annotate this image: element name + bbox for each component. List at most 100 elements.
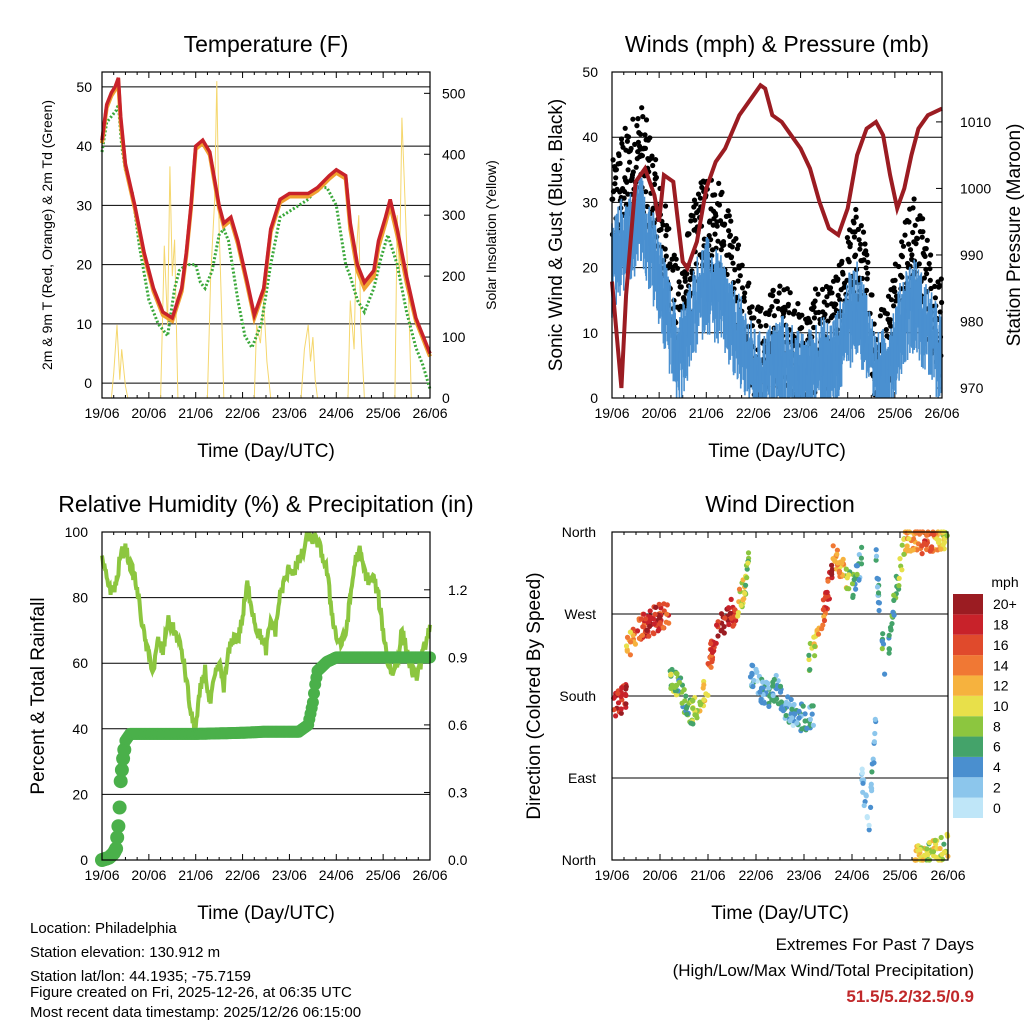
wind_direction-point — [726, 605, 732, 611]
winds-gust-point — [913, 241, 919, 247]
winds-ylabel: Sonic Wind & Gust (Blue, Black) — [546, 99, 567, 371]
temperature-t2m-line — [100, 77, 432, 355]
winds-gust-point — [883, 327, 889, 333]
wind_direction-point — [796, 708, 802, 714]
winds-gust-point — [624, 179, 630, 185]
wind_direction-point — [623, 643, 630, 649]
wind_direction-point — [929, 544, 935, 550]
winds-gust-point — [792, 308, 798, 314]
winds-gust-point — [827, 285, 834, 291]
wind_direction-point — [829, 562, 835, 568]
winds-gust-point — [747, 309, 753, 315]
winds-gust-point — [697, 195, 704, 201]
wind_direction-point — [644, 627, 650, 633]
winds-gust-point — [847, 241, 853, 247]
winds-gust-point — [932, 283, 938, 289]
winds-gust-point — [822, 311, 828, 317]
winds-gust-point — [610, 196, 616, 202]
winds-gust-point — [839, 258, 845, 264]
wind_direction-point — [664, 602, 670, 608]
wind_direction-point — [773, 672, 779, 679]
temperature-xtick-label: 21/06 — [178, 405, 213, 421]
winds-gust-point — [914, 236, 921, 242]
wind_direction-point — [896, 575, 902, 582]
wind_direction-point — [775, 678, 781, 684]
wind_direction-point — [794, 720, 800, 726]
winds-gust-point — [691, 197, 698, 203]
wind_direction-point — [643, 616, 649, 622]
wind_direction-point — [860, 789, 866, 795]
winds-gust-point — [716, 180, 722, 186]
humidity-title: Relative Humidity (%) & Precipitation (i… — [58, 491, 473, 517]
temperature-ytick-right-label: 200 — [442, 268, 466, 284]
wind_direction-point — [872, 716, 878, 723]
wind_direction-point — [770, 683, 776, 689]
winds-gust-point — [721, 242, 727, 248]
winds-gust-point — [663, 233, 669, 239]
winds-gust-point — [735, 278, 741, 284]
wind_direction-point — [934, 536, 940, 542]
winds-gust-point — [799, 325, 805, 331]
winds-gust-point — [811, 324, 817, 331]
wind_direction-point — [864, 815, 870, 821]
winds-gust-point — [758, 305, 764, 312]
winds-gust-point — [919, 234, 925, 240]
winds-gust-point — [863, 287, 870, 293]
winds-gust-point — [613, 167, 620, 173]
wind_direction-point — [891, 612, 897, 618]
winds-xtick-label: 23/06 — [783, 405, 818, 421]
wind_direction-point — [683, 693, 689, 699]
wind_direction-point — [697, 699, 703, 705]
wind_direction-point — [937, 845, 943, 852]
wind_direction-xtick-label: 26/06 — [930, 867, 965, 883]
wind_direction-point — [722, 615, 728, 621]
humidity-xtick-label: 23/06 — [272, 867, 307, 883]
winds-gust-point — [726, 213, 732, 219]
wind_direction-point — [611, 695, 617, 701]
wind_direction-point — [901, 551, 907, 557]
humidity-ytick-right-label: 0.6 — [448, 717, 468, 733]
wind_direction-point — [761, 700, 767, 706]
wind_direction-point — [751, 677, 757, 683]
wind_direction-point — [944, 831, 950, 837]
winds-gust-point — [910, 205, 916, 211]
winds-gust-point — [666, 226, 672, 232]
wind_direction-point — [660, 625, 666, 631]
wind_direction-point — [880, 631, 886, 637]
temperature-ytick-label: 40 — [76, 138, 92, 154]
wind_direction-point — [714, 622, 720, 628]
wind_direction-point — [656, 601, 662, 607]
wind_direction-point — [736, 586, 743, 592]
winds-gust-point — [635, 116, 641, 122]
wind_direction-point — [940, 856, 946, 862]
wind_direction-point — [627, 629, 634, 635]
wind_direction-point — [726, 621, 732, 628]
wind_direction-point — [821, 614, 827, 620]
wind_direction-point — [789, 706, 795, 712]
wind_direction-colorbar-swatch — [953, 634, 983, 656]
winds-gust-point — [846, 259, 852, 265]
winds-gust-point — [630, 116, 636, 122]
winds-gust-point — [719, 189, 725, 195]
wind_direction-point — [800, 703, 806, 709]
winds-gust-point — [776, 290, 782, 296]
winds-gust-point — [911, 196, 917, 202]
humidity-precip-point — [111, 819, 126, 834]
wind_direction-point — [708, 641, 714, 647]
humidity-xtick-label: 24/06 — [319, 867, 354, 883]
winds-gust-point — [787, 290, 793, 296]
wind_direction-colorbar-label: 12 — [993, 678, 1009, 694]
wind_direction-point — [657, 614, 663, 621]
winds-gust-point — [906, 241, 912, 247]
wind_direction-point — [863, 793, 869, 799]
winds-gust-point — [857, 246, 863, 252]
wind_direction-point — [835, 560, 841, 566]
wind_direction-point — [647, 614, 654, 620]
wind_direction-colorbar-label: 6 — [993, 739, 1001, 755]
info-latlon: Station lat/lon: 44.1935; -75.7159 — [30, 968, 252, 985]
winds-gust-point — [819, 286, 826, 292]
wind_direction-colorbar-swatch — [953, 736, 983, 757]
humidity-precip-point — [110, 830, 125, 845]
winds-gust-point — [893, 298, 899, 304]
winds-xtick-label: 19/06 — [594, 405, 629, 421]
